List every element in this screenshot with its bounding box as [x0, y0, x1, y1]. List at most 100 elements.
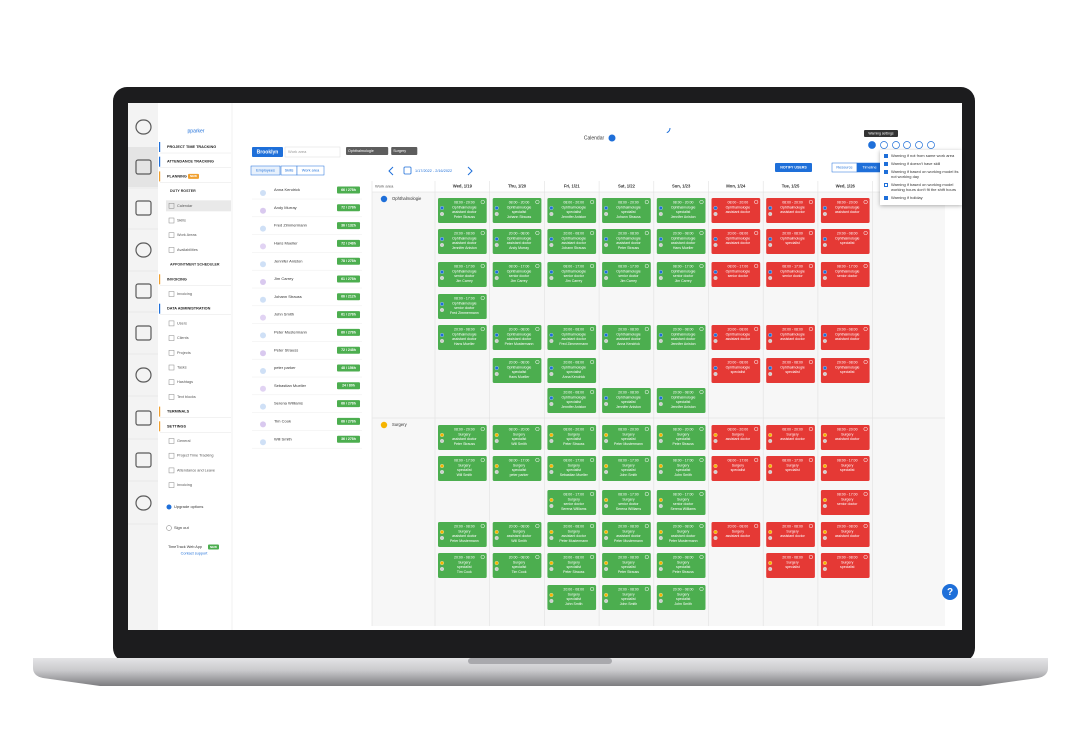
- rail-icon[interactable]: [135, 452, 152, 468]
- rail-icon[interactable]: [135, 495, 152, 511]
- checkbox[interactable]: [884, 169, 888, 174]
- menu-section[interactable]: PROJECT TIME TRACKING: [167, 145, 216, 149]
- shift-card[interactable]: [711, 425, 761, 450]
- menu-item[interactable]: Attendance and Leave: [177, 468, 215, 472]
- shift-card[interactable]: [766, 229, 815, 254]
- menu-item[interactable]: General: [177, 439, 191, 443]
- shift-card[interactable]: [547, 490, 597, 515]
- help-button[interactable]: [942, 584, 958, 600]
- rail-icon[interactable]: [135, 367, 152, 383]
- shift-card[interactable]: [547, 585, 597, 610]
- menu-section[interactable]: PLANNING: [167, 174, 187, 178]
- warning-option[interactable]: Warning if holiday: [883, 195, 959, 200]
- shift-card[interactable]: [492, 553, 542, 578]
- shift-card[interactable]: [656, 388, 706, 413]
- shift-card[interactable]: [766, 425, 815, 450]
- shift-card[interactable]: [547, 198, 597, 223]
- shift-card[interactable]: [820, 490, 870, 515]
- notify-text[interactable]: NOTIFY USERS: [780, 165, 807, 169]
- shift-card[interactable]: [438, 198, 487, 223]
- checkbox[interactable]: [884, 161, 888, 166]
- warning-option[interactable]: Warning if doesn't have skill: [883, 161, 959, 166]
- date-range[interactable]: 1/17/2022 - 2/16/2022: [415, 169, 452, 173]
- filter-chip-text[interactable]: Ophthalmologie: [348, 149, 374, 153]
- shift-card[interactable]: [547, 262, 597, 287]
- shift-card[interactable]: [656, 425, 706, 450]
- shift-card[interactable]: [438, 262, 487, 287]
- employee-name[interactable]: Peter Mustermann: [274, 329, 307, 334]
- shift-card[interactable]: [656, 325, 706, 350]
- shift-card[interactable]: [711, 262, 761, 287]
- shift-card[interactable]: [547, 325, 597, 350]
- shift-card[interactable]: [766, 553, 815, 578]
- shift-card[interactable]: [602, 553, 651, 578]
- warning-option[interactable]: Warning if based on working model workin…: [883, 182, 959, 192]
- rail-icon[interactable]: [135, 410, 152, 426]
- shift-card[interactable]: [766, 522, 815, 547]
- menu-section[interactable]: SETTINGS: [167, 424, 186, 428]
- shift-card[interactable]: [656, 585, 706, 610]
- shift-card[interactable]: [492, 456, 542, 481]
- shift-card[interactable]: [820, 262, 870, 287]
- filter-chip-text[interactable]: Surgery: [393, 149, 406, 153]
- menu-section[interactable]: TERMINALS: [167, 410, 190, 414]
- shift-card[interactable]: [766, 358, 815, 383]
- work-area-placeholder[interactable]: Work area: [288, 149, 307, 154]
- shift-card[interactable]: [547, 229, 597, 254]
- shift-card[interactable]: [492, 358, 542, 383]
- help-text[interactable]: ?: [947, 587, 953, 598]
- menu-item[interactable]: Text blocks: [177, 395, 196, 399]
- employee-name[interactable]: Jim Carrey: [274, 276, 293, 281]
- shift-card[interactable]: [766, 325, 815, 350]
- menu-item[interactable]: Projects: [177, 351, 191, 355]
- employee-name[interactable]: Andy Murray: [274, 205, 297, 210]
- shift-card[interactable]: [656, 229, 706, 254]
- shift-card[interactable]: [766, 262, 815, 287]
- menu-item[interactable]: Tasks: [177, 366, 187, 370]
- employee-name[interactable]: Tim Cook: [274, 418, 291, 423]
- shift-card[interactable]: [602, 522, 651, 547]
- employee-name[interactable]: Johann Strauss: [274, 294, 302, 299]
- shift-card[interactable]: [656, 262, 706, 287]
- tab[interactable]: [296, 165, 325, 176]
- shift-card[interactable]: [438, 294, 487, 319]
- employee-name[interactable]: Anna Kendrick: [274, 187, 300, 192]
- toolbar-icon[interactable]: [927, 141, 935, 149]
- menu-item[interactable]: Users: [177, 321, 187, 325]
- shift-card[interactable]: [602, 456, 651, 481]
- rail-icon[interactable]: [135, 325, 152, 341]
- next-arrow[interactable]: [467, 166, 473, 176]
- employee-name[interactable]: Peter Strauss: [274, 347, 298, 352]
- shift-card[interactable]: [438, 229, 487, 254]
- menu-section[interactable]: ATTENDANCE TRACKING: [167, 160, 214, 164]
- checkbox[interactable]: [884, 195, 888, 200]
- tab-text[interactable]: Work area: [302, 169, 320, 173]
- toolbar-icon[interactable]: [915, 141, 923, 149]
- menu-section[interactable]: DATA ADMINISTRATION: [167, 307, 211, 311]
- prev-arrow[interactable]: [388, 166, 394, 176]
- calendar-icon[interactable]: [403, 166, 412, 175]
- menu-section[interactable]: INVOICING: [167, 277, 187, 281]
- shift-card[interactable]: [547, 456, 597, 481]
- menu-item[interactable]: Calendar: [177, 204, 193, 208]
- web-app[interactable]: TimeTrack Web App: [168, 545, 202, 549]
- sign-out[interactable]: Sign out: [174, 525, 190, 530]
- contact-support[interactable]: Contact support: [181, 552, 209, 556]
- shift-card[interactable]: [656, 198, 706, 223]
- shift-card[interactable]: [547, 553, 597, 578]
- shift-card[interactable]: [602, 198, 651, 223]
- shift-card[interactable]: [711, 456, 761, 481]
- shift-card[interactable]: [547, 388, 597, 413]
- shift-card[interactable]: [492, 522, 542, 547]
- toolbar-icon[interactable]: [880, 141, 888, 149]
- shift-card[interactable]: [492, 425, 542, 450]
- menu-group[interactable]: APPOINTMENT SCHEDULER: [170, 263, 220, 267]
- shift-card[interactable]: [602, 388, 651, 413]
- tab-text[interactable]: Employees: [256, 169, 275, 173]
- shift-card[interactable]: [711, 198, 761, 223]
- upgrade[interactable]: Upgrade options: [174, 504, 203, 509]
- menu-item[interactable]: Invoicing: [177, 483, 192, 487]
- menu-item[interactable]: Project Time Tracking: [177, 454, 214, 458]
- shift-card[interactable]: [820, 325, 870, 350]
- rail-icon[interactable]: [135, 200, 152, 216]
